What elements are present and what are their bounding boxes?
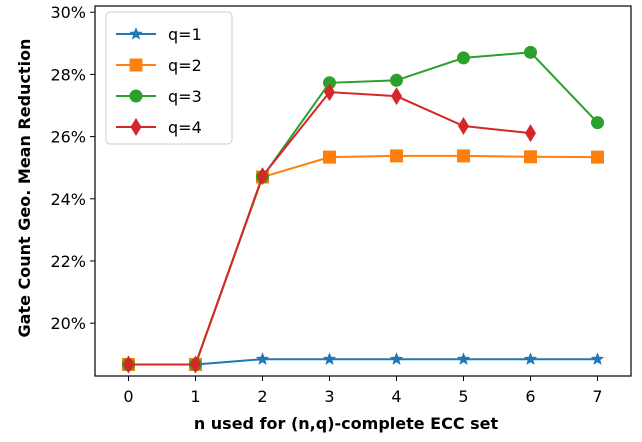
y-axis: 20% 22% 24% 26% 28% 30% bbox=[50, 3, 95, 333]
y-axis-label: Gate Count Geo. Mean Reduction bbox=[15, 39, 34, 338]
data-point bbox=[457, 149, 470, 163]
data-point bbox=[591, 150, 604, 164]
y-tick-label: 30% bbox=[50, 3, 86, 22]
data-point bbox=[389, 352, 404, 365]
legend-marker bbox=[129, 27, 143, 40]
plot-frame bbox=[94, 5, 632, 377]
legend-marker bbox=[130, 118, 142, 136]
data-point bbox=[457, 51, 470, 65]
series-line bbox=[128, 358, 598, 366]
data-point bbox=[524, 45, 537, 59]
data-point bbox=[390, 149, 403, 163]
legend-item: q=3 bbox=[116, 87, 202, 106]
y-tick-label: 24% bbox=[50, 190, 86, 209]
x-axis: 0 1 2 3 4 5 6 7 bbox=[123, 376, 603, 406]
x-tick-label: 5 bbox=[458, 387, 468, 406]
data-point bbox=[190, 355, 201, 374]
data-point bbox=[590, 352, 605, 365]
data-point bbox=[525, 124, 536, 143]
legend-item: q=4 bbox=[116, 118, 202, 137]
data-point bbox=[323, 76, 336, 90]
data-point bbox=[591, 116, 604, 130]
legend-item: q=2 bbox=[116, 56, 202, 75]
y-tick-label: 22% bbox=[50, 252, 86, 271]
series-q-4 bbox=[123, 83, 536, 374]
legend-label: q=4 bbox=[168, 118, 202, 137]
data-point bbox=[524, 150, 537, 164]
data-point bbox=[322, 352, 337, 365]
data-point bbox=[458, 117, 469, 136]
data-point bbox=[323, 150, 336, 164]
x-tick-label: 7 bbox=[592, 387, 602, 406]
data-point bbox=[390, 73, 403, 87]
legend-label: q=3 bbox=[168, 87, 202, 106]
series-layer bbox=[121, 45, 605, 374]
x-tick-label: 3 bbox=[324, 387, 334, 406]
x-tick-label: 0 bbox=[123, 387, 133, 406]
data-point bbox=[456, 352, 471, 365]
legend: q=1 q=2 q=3 q=4 bbox=[105, 11, 233, 145]
legend-label: q=1 bbox=[168, 25, 202, 44]
legend-item: q=1 bbox=[116, 25, 202, 44]
x-tick-label: 1 bbox=[190, 387, 200, 406]
y-tick-label: 28% bbox=[50, 65, 86, 84]
plot-area bbox=[94, 5, 632, 377]
legend-label: q=2 bbox=[168, 56, 202, 75]
x-tick-label: 4 bbox=[391, 387, 401, 406]
legend-box bbox=[105, 11, 233, 145]
data-point bbox=[324, 83, 335, 102]
x-tick-label: 6 bbox=[525, 387, 535, 406]
data-point bbox=[257, 167, 268, 186]
legend-marker bbox=[129, 58, 143, 72]
data-point bbox=[255, 352, 270, 365]
data-point bbox=[391, 87, 402, 106]
x-tick-label: 2 bbox=[257, 387, 267, 406]
data-point bbox=[123, 355, 134, 374]
legend-marker bbox=[129, 89, 143, 103]
y-tick-label: 20% bbox=[50, 314, 86, 333]
series-q-2 bbox=[122, 149, 604, 371]
data-point bbox=[523, 352, 538, 365]
x-axis-label: n used for (n,q)-complete ECC set bbox=[194, 414, 499, 433]
series-line bbox=[128, 154, 598, 366]
y-tick-label: 26% bbox=[50, 128, 86, 147]
